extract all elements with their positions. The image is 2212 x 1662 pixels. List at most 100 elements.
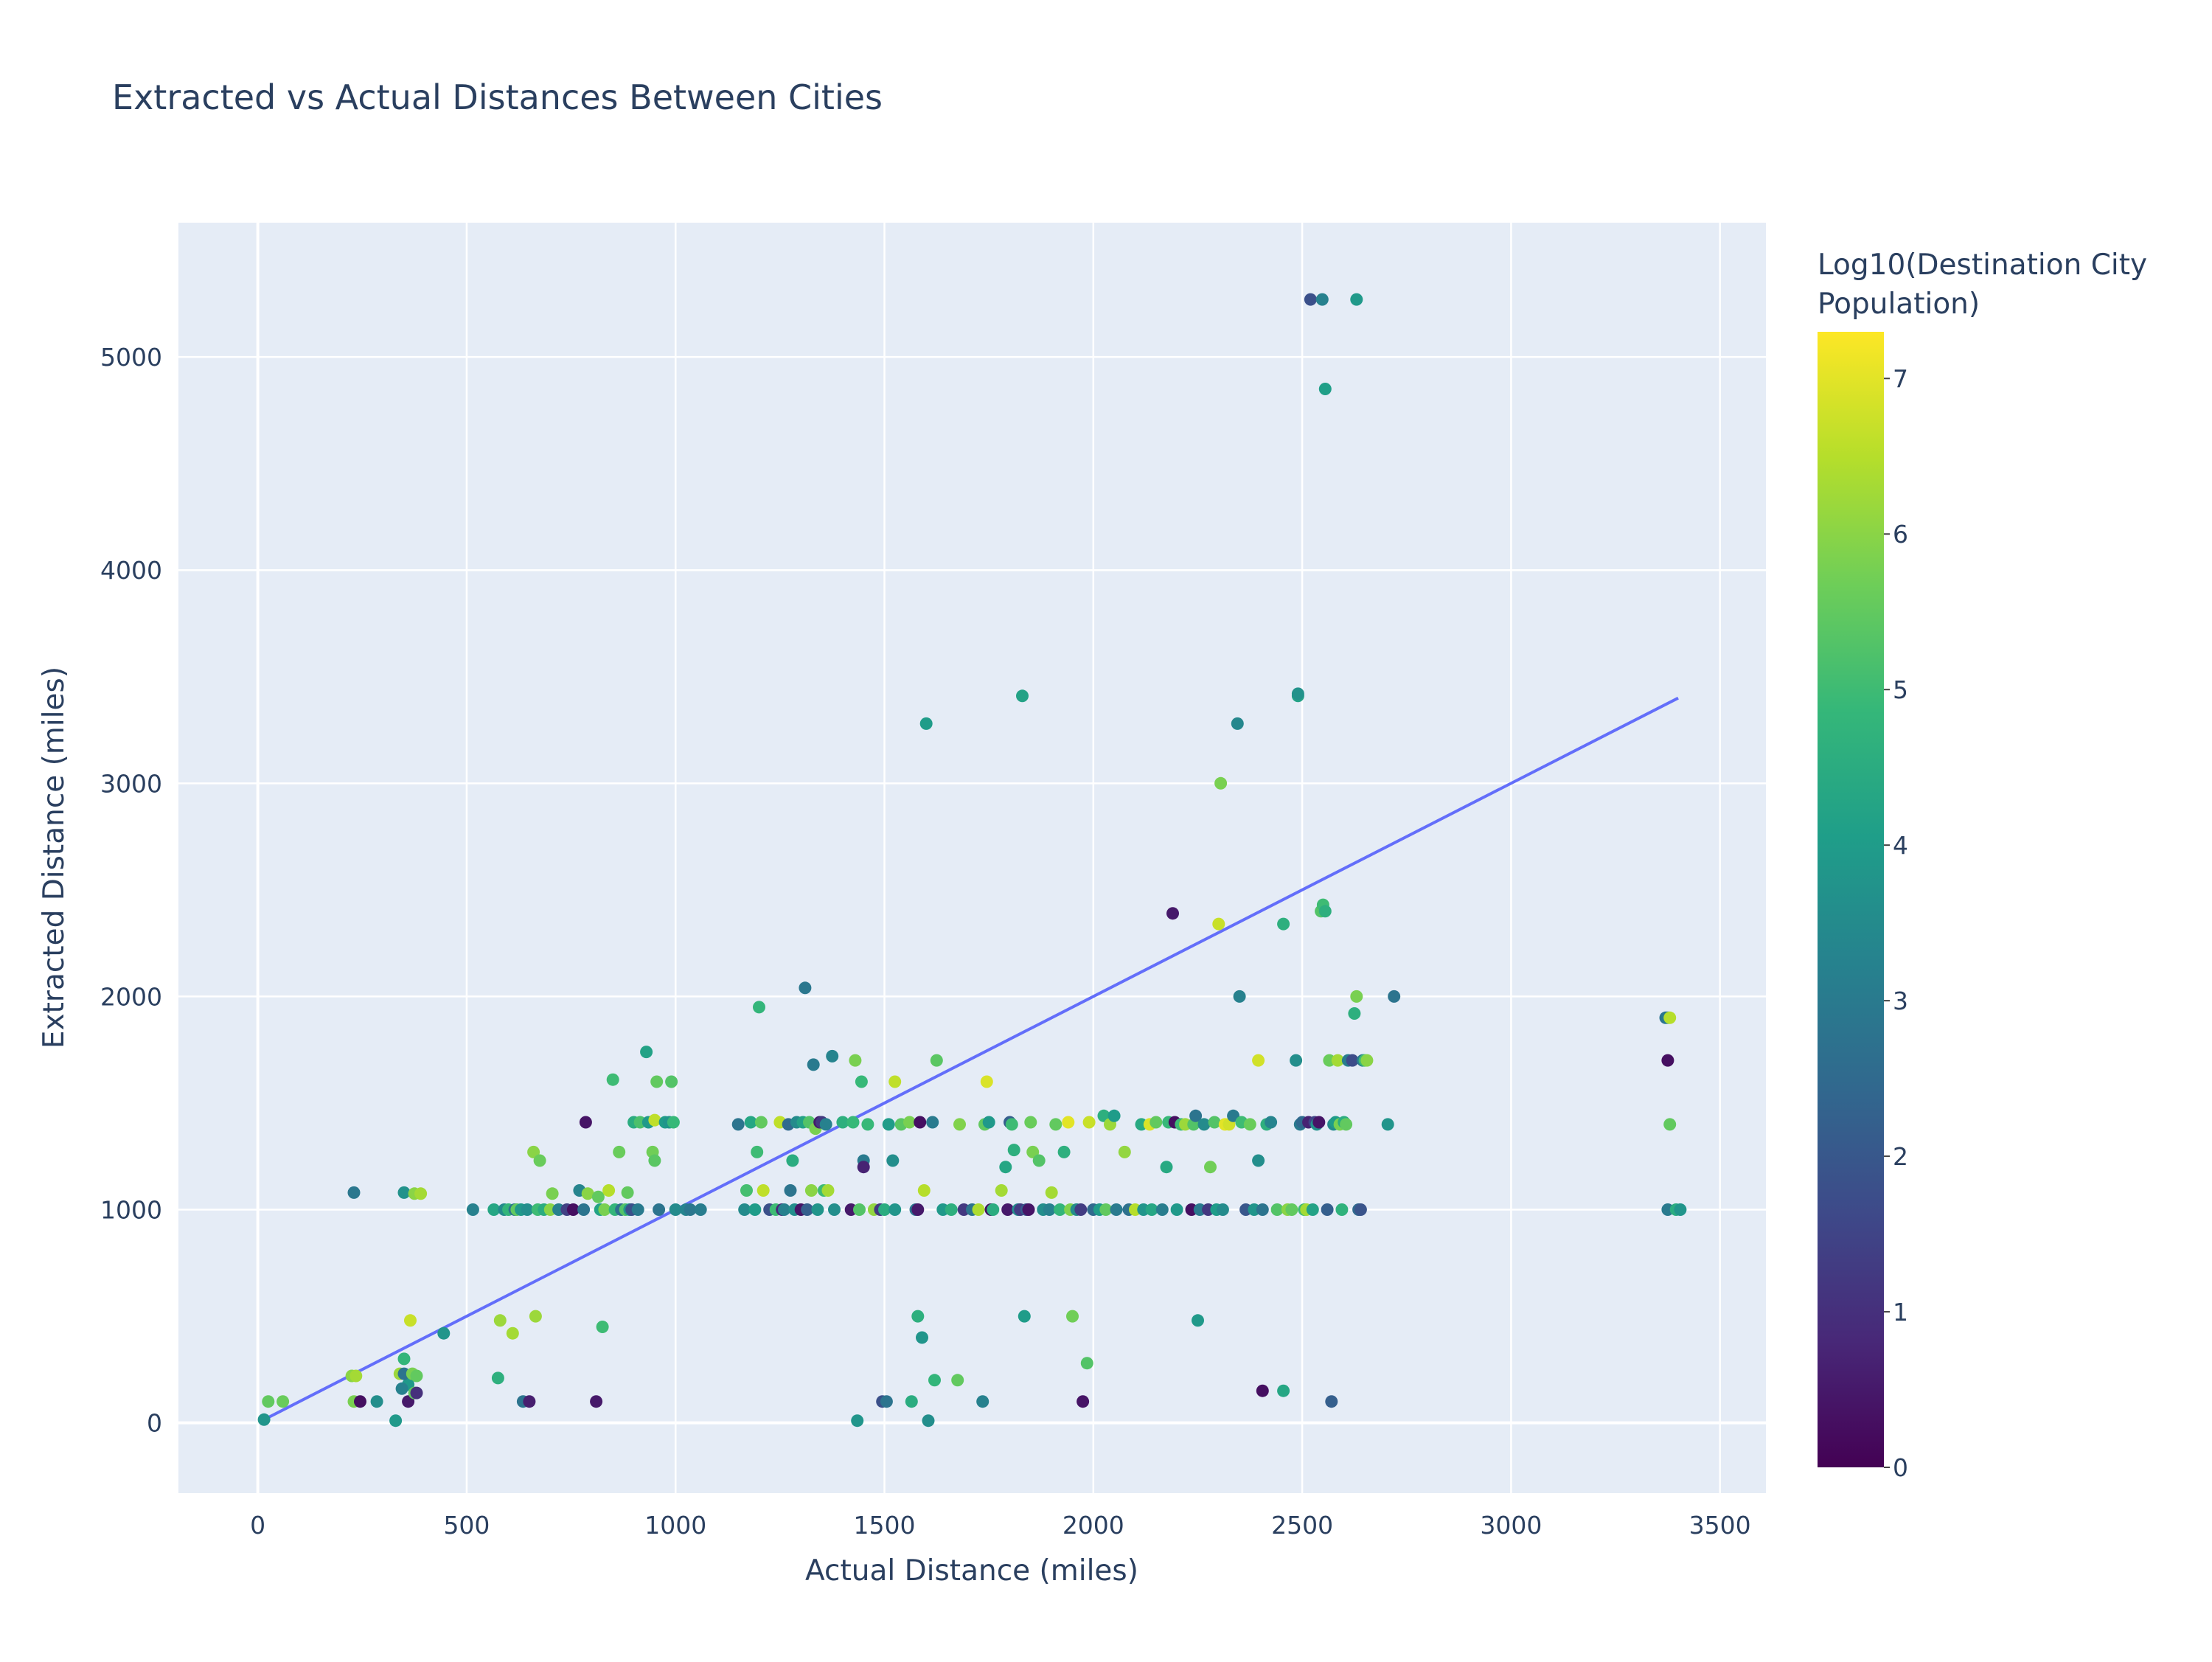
colorbar-title-line-1: Log10(Destination City bbox=[1818, 248, 2147, 282]
data-point bbox=[354, 1395, 366, 1408]
colorbar-tick-label: 0 bbox=[1893, 1453, 1908, 1482]
data-point bbox=[404, 1314, 417, 1327]
data-point bbox=[1214, 776, 1228, 790]
data-point bbox=[1150, 1116, 1163, 1129]
data-point bbox=[621, 1186, 634, 1199]
data-point bbox=[914, 1116, 927, 1129]
data-point bbox=[1252, 1154, 1265, 1167]
data-point bbox=[1077, 1395, 1090, 1408]
data-point bbox=[1354, 1203, 1367, 1216]
data-point bbox=[1663, 1118, 1677, 1131]
data-point bbox=[1062, 1116, 1075, 1129]
data-point bbox=[922, 1414, 935, 1428]
data-point bbox=[1331, 1054, 1344, 1067]
data-point bbox=[801, 1203, 814, 1216]
data-point bbox=[882, 1118, 895, 1131]
colorbar-tick-label: 4 bbox=[1893, 831, 1908, 860]
data-point bbox=[1360, 1054, 1374, 1067]
data-point bbox=[389, 1414, 403, 1428]
data-point bbox=[1256, 1384, 1269, 1397]
plot-background bbox=[178, 223, 1766, 1493]
data-point bbox=[930, 1054, 943, 1067]
y-tick-labels: 0 1000 2000 3000 4000 5000 bbox=[100, 343, 162, 1437]
data-point bbox=[640, 1046, 653, 1059]
colorbar bbox=[1818, 332, 1884, 1467]
x-tick-label: 3500 bbox=[1689, 1511, 1751, 1540]
data-point bbox=[1291, 687, 1304, 700]
data-point bbox=[1350, 293, 1363, 306]
data-point bbox=[1145, 1203, 1158, 1216]
data-point bbox=[684, 1203, 697, 1216]
data-point bbox=[410, 1369, 423, 1383]
data-point bbox=[1265, 1116, 1278, 1129]
data-point bbox=[804, 1184, 818, 1197]
data-point bbox=[665, 1075, 678, 1088]
data-point bbox=[928, 1374, 941, 1387]
data-point bbox=[1233, 990, 1246, 1003]
x-tick-label: 1000 bbox=[644, 1511, 706, 1540]
data-point bbox=[853, 1203, 866, 1216]
data-point bbox=[857, 1161, 870, 1174]
data-point bbox=[648, 1113, 661, 1127]
data-point bbox=[529, 1310, 542, 1323]
data-point bbox=[1350, 990, 1363, 1003]
colorbar-tick-label: 6 bbox=[1893, 520, 1908, 549]
data-point bbox=[1018, 1310, 1031, 1323]
data-point bbox=[945, 1203, 958, 1216]
data-point bbox=[926, 1116, 939, 1129]
colorbar-tick-label: 1 bbox=[1893, 1298, 1908, 1327]
data-point bbox=[1663, 1011, 1677, 1024]
data-point bbox=[916, 1331, 928, 1344]
data-point bbox=[667, 1116, 680, 1129]
data-point bbox=[1335, 1203, 1349, 1216]
data-point bbox=[1197, 1118, 1211, 1131]
data-point bbox=[799, 981, 812, 995]
y-tick-label: 5000 bbox=[100, 343, 162, 372]
data-point bbox=[807, 1058, 820, 1071]
data-point bbox=[786, 1154, 799, 1167]
data-point bbox=[953, 1118, 966, 1131]
x-tick-label: 0 bbox=[250, 1511, 265, 1540]
data-point bbox=[917, 1184, 931, 1197]
data-point bbox=[1312, 1116, 1326, 1129]
data-point bbox=[748, 1203, 762, 1216]
data-point bbox=[784, 1184, 797, 1197]
data-point bbox=[1325, 1395, 1338, 1408]
data-point bbox=[648, 1154, 661, 1167]
colorbar-tick-label: 3 bbox=[1893, 987, 1908, 1015]
data-point bbox=[1256, 1203, 1269, 1216]
data-point bbox=[1166, 907, 1179, 920]
data-point bbox=[613, 1145, 626, 1158]
data-point bbox=[487, 1203, 501, 1216]
data-point bbox=[1348, 1007, 1361, 1020]
data-point bbox=[1285, 1203, 1298, 1216]
data-point bbox=[1216, 1203, 1229, 1216]
data-point bbox=[1110, 1203, 1123, 1216]
data-point bbox=[1057, 1145, 1071, 1158]
y-tick-label: 0 bbox=[147, 1409, 162, 1438]
y-axis-title: Extracted Distance (miles) bbox=[38, 667, 71, 1049]
data-point bbox=[1001, 1203, 1015, 1216]
data-point bbox=[1155, 1203, 1169, 1216]
data-point bbox=[826, 1049, 839, 1063]
data-point bbox=[257, 1413, 271, 1426]
data-point bbox=[1208, 1116, 1221, 1129]
chart-title: Extracted vs Actual Distances Between Ci… bbox=[112, 77, 883, 117]
data-point bbox=[731, 1118, 745, 1131]
reference-line-group bbox=[263, 696, 1679, 1422]
y-tick-label: 2000 bbox=[100, 982, 162, 1011]
data-point bbox=[1674, 1203, 1687, 1216]
data-points bbox=[257, 293, 1687, 1428]
data-point bbox=[1016, 689, 1029, 703]
data-point bbox=[1022, 1203, 1035, 1216]
x-tick-label: 1500 bbox=[854, 1511, 916, 1540]
data-point bbox=[919, 717, 933, 730]
data-point bbox=[972, 1203, 985, 1216]
x-tick-label: 2500 bbox=[1271, 1511, 1333, 1540]
data-point bbox=[397, 1186, 411, 1199]
data-point bbox=[1066, 1310, 1079, 1323]
data-point bbox=[1388, 990, 1401, 1003]
data-point bbox=[744, 1116, 757, 1129]
data-point bbox=[1054, 1203, 1066, 1216]
